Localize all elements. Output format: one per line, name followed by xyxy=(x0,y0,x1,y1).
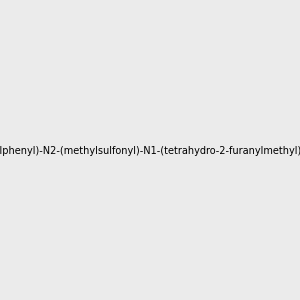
Text: N2-(4-ethylphenyl)-N2-(methylsulfonyl)-N1-(tetrahydro-2-furanylmethyl)glycinamid: N2-(4-ethylphenyl)-N2-(methylsulfonyl)-N… xyxy=(0,146,300,157)
